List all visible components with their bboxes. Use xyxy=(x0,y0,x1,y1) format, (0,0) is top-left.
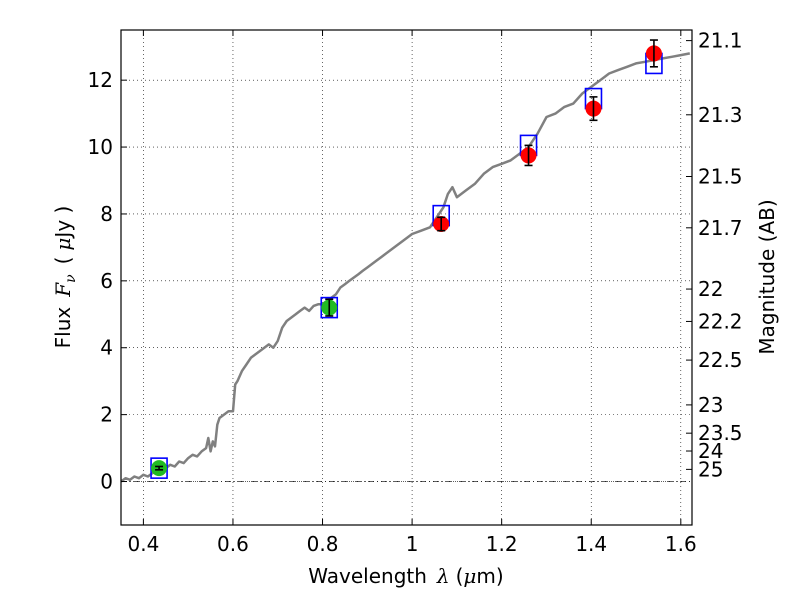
x-tick-label: 1.2 xyxy=(486,532,518,556)
magnitude-tick-label: 21.3 xyxy=(698,103,743,127)
observed-points-group xyxy=(151,39,662,477)
x-tick-label: 1.4 xyxy=(575,532,607,556)
magnitude-tick-label: 21.7 xyxy=(698,216,743,240)
x-tick-label: 0.6 xyxy=(217,532,249,556)
plot-frame xyxy=(120,29,693,526)
y-tick-label: 6 xyxy=(100,269,113,293)
grid-lines xyxy=(121,30,692,525)
magnitude-tick-label: 22 xyxy=(698,277,723,301)
x-tick-label: 0.8 xyxy=(307,532,339,556)
y-tick-label: 2 xyxy=(100,403,113,427)
y-tick-label: 10 xyxy=(88,135,113,159)
x-axis-label: Wavelength λ (μm) xyxy=(308,564,503,588)
y-tick-label: 0 xyxy=(100,470,113,494)
magnitude-tick-label: 22.5 xyxy=(698,348,743,372)
x-tick-label: 1 xyxy=(406,532,419,556)
x-tick-label: 1.6 xyxy=(665,532,697,556)
x-axis-ticks: 0.4 0.6 0.8 1 1.2 1.4 1.6 xyxy=(127,30,697,556)
magnitude-tick-label: 24 xyxy=(698,439,723,463)
x-tick-label: 0.4 xyxy=(127,532,159,556)
y-tick-label: 8 xyxy=(100,202,113,226)
magnitude-tick-label: 21.1 xyxy=(698,29,743,53)
y-axis-label: FluxFν(μJy ) xyxy=(51,206,79,349)
y-tick-label: 4 xyxy=(100,336,113,360)
magnitude-tick-label: 22.2 xyxy=(698,309,743,333)
y-tick-label: 12 xyxy=(88,68,113,92)
plot-area xyxy=(121,30,692,525)
magnitude-axis-label: Magnitude (AB) xyxy=(755,199,779,354)
magnitude-tick-label: 21.5 xyxy=(698,164,743,188)
magnitude-tick-label: 25 xyxy=(698,457,723,481)
magnitude-tick-label: 23 xyxy=(698,393,723,417)
y-axis-ticks: 0 2 4 6 8 10 12 xyxy=(88,68,127,494)
magnitude-tick-label: 23.5 xyxy=(698,421,743,445)
